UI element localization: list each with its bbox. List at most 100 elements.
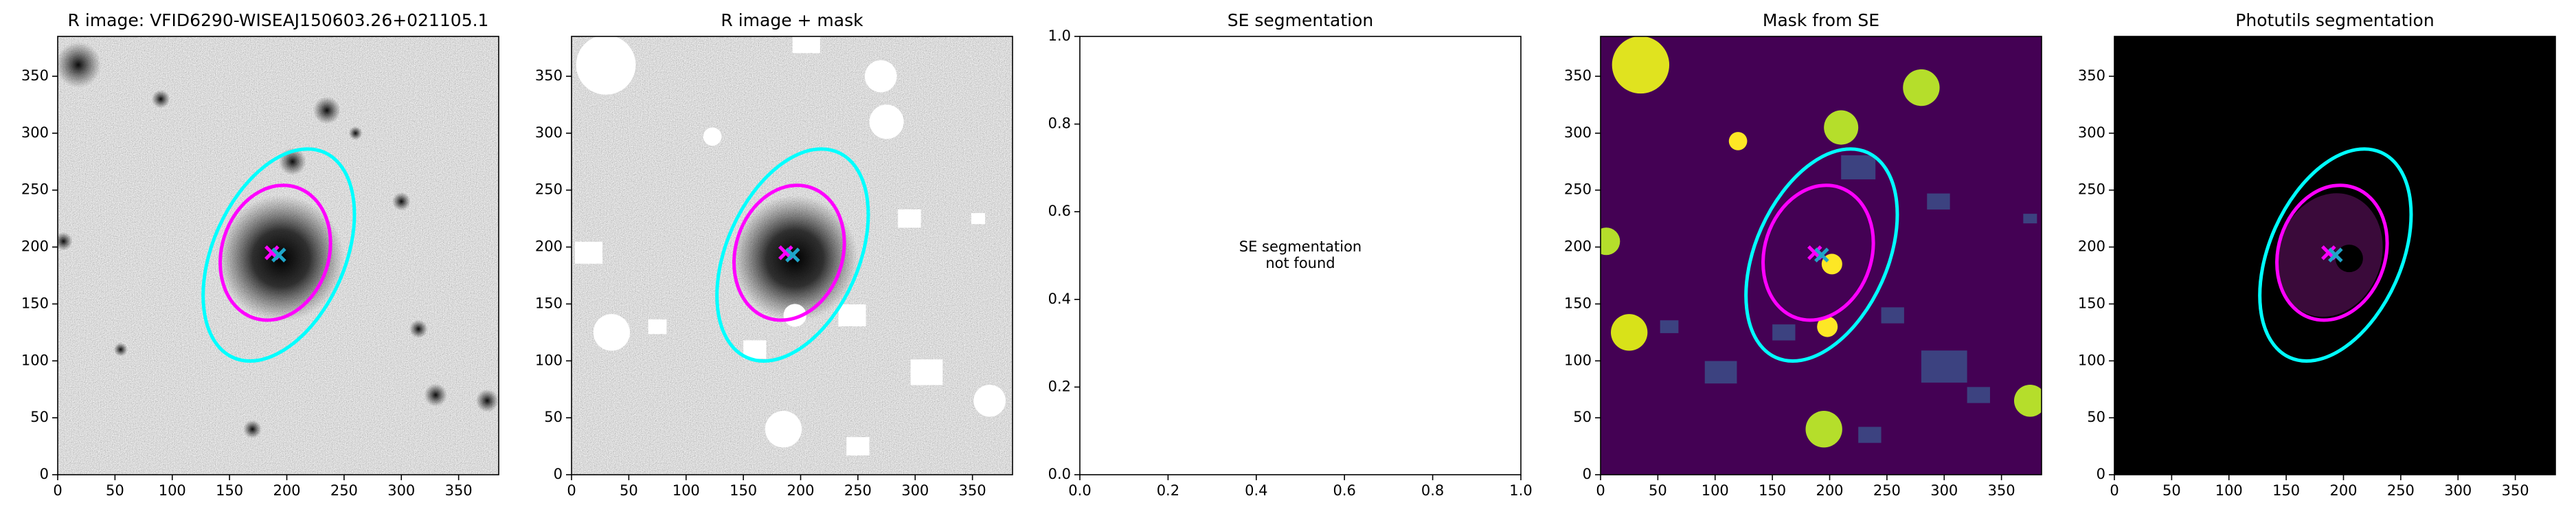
mask-blob — [846, 437, 870, 455]
axes-frame — [571, 36, 1013, 475]
segment — [1824, 110, 1859, 145]
x-tick-label: 100 — [1702, 482, 1729, 499]
x-tick-label: 150 — [1759, 482, 1786, 499]
x-tick-label: 0 — [53, 482, 62, 499]
center-marker — [2328, 247, 2343, 262]
aperture-ellipse — [218, 183, 332, 322]
segment — [1772, 324, 1796, 341]
mask-blob — [648, 319, 667, 335]
star — [424, 383, 447, 407]
star — [58, 42, 102, 88]
segment — [2335, 245, 2363, 273]
star — [313, 96, 341, 124]
aperture-ellipse — [2258, 147, 2413, 363]
y-tick-label: 0.6 — [1048, 203, 1071, 219]
x-tick-label: 150 — [730, 482, 757, 499]
x-tick-label: 250 — [2387, 482, 2415, 499]
segment — [1601, 227, 1620, 256]
mask-blob — [973, 384, 1006, 417]
x-tick-label: 0 — [1596, 482, 1605, 499]
mask-blob — [743, 340, 767, 359]
star — [151, 89, 170, 109]
y-tick-label: 350 — [535, 67, 563, 84]
mask-blob — [593, 314, 631, 351]
panel-title: R image + mask — [721, 10, 863, 30]
y-tick-label: 100 — [2078, 352, 2105, 368]
y-tick-label: 250 — [21, 181, 49, 198]
x-tick-label: 300 — [901, 482, 929, 499]
y-tick-label: 300 — [1564, 124, 1592, 141]
segment — [1728, 132, 1748, 150]
x-tick-label: 0 — [567, 482, 576, 499]
axes-frame — [1079, 36, 1522, 475]
x-tick-label: 350 — [2502, 482, 2529, 499]
y-tick-label: 100 — [21, 352, 49, 368]
y-tick-label: 150 — [1564, 295, 1592, 311]
y-tick-label: 150 — [21, 295, 49, 311]
star — [475, 389, 499, 412]
star — [348, 126, 363, 140]
segment — [1841, 155, 1876, 180]
mask-blob — [703, 127, 722, 146]
mask-blob — [869, 104, 904, 139]
y-tick-label: 50 — [2087, 409, 2105, 425]
x-tick-label: 100 — [673, 482, 700, 499]
y-tick-label: 200 — [2078, 238, 2105, 255]
y-tick-label: 0.0 — [1048, 466, 1071, 482]
annotation: SE segmentation — [1239, 238, 1362, 255]
segment — [1660, 320, 1679, 333]
x-tick-label: 250 — [330, 482, 358, 499]
segment — [2023, 214, 2037, 224]
axes-frame — [57, 36, 499, 475]
x-tick-label: 250 — [1873, 482, 1901, 499]
y-tick-label: 50 — [544, 409, 563, 425]
y-tick-label: 250 — [535, 181, 563, 198]
y-tick-label: 350 — [2078, 67, 2105, 84]
mask-blob — [575, 241, 603, 264]
segment — [1805, 411, 1842, 448]
y-tick-label: 300 — [535, 124, 563, 141]
x-tick-label: 50 — [620, 482, 638, 499]
x-tick-label: 250 — [844, 482, 872, 499]
x-tick-label: 300 — [1930, 482, 1958, 499]
y-tick-label: 0 — [554, 466, 563, 482]
x-tick-label: 300 — [2444, 482, 2472, 499]
y-tick-label: 100 — [535, 352, 563, 368]
x-tick-label: 200 — [2329, 482, 2357, 499]
center-marker — [271, 247, 286, 262]
x-tick-label: 0.0 — [1068, 482, 1091, 499]
mask-blob — [864, 60, 897, 93]
y-tick-label: 200 — [1564, 238, 1592, 255]
y-tick-label: 300 — [2078, 124, 2105, 141]
x-tick-label: 50 — [1649, 482, 1667, 499]
x-tick-label: 0 — [2110, 482, 2119, 499]
x-tick-label: 0.6 — [1333, 482, 1355, 499]
aperture-ellipse — [1761, 183, 1875, 322]
y-tick-label: 0 — [1583, 466, 1592, 482]
x-tick-label: 200 — [273, 482, 300, 499]
center-marker — [1814, 247, 1829, 262]
segment — [1921, 350, 1967, 383]
segment — [1881, 307, 1904, 324]
y-tick-label: 350 — [1564, 67, 1592, 84]
center-marker — [785, 247, 800, 262]
segment — [1858, 427, 1882, 443]
aperture-ellipse — [1744, 147, 1899, 363]
star — [113, 342, 128, 357]
segment — [1927, 193, 1950, 210]
star — [243, 420, 262, 439]
segment — [1967, 387, 1990, 403]
mask-blob — [765, 411, 802, 448]
segment — [1612, 36, 1670, 94]
panel-title: SE segmentation — [1228, 10, 1373, 30]
x-tick-label: 0.4 — [1245, 482, 1267, 499]
segment — [1817, 316, 1838, 337]
axes-frame — [2114, 36, 2556, 475]
x-tick-label: 200 — [1816, 482, 1843, 499]
y-tick-label: 150 — [535, 295, 563, 311]
